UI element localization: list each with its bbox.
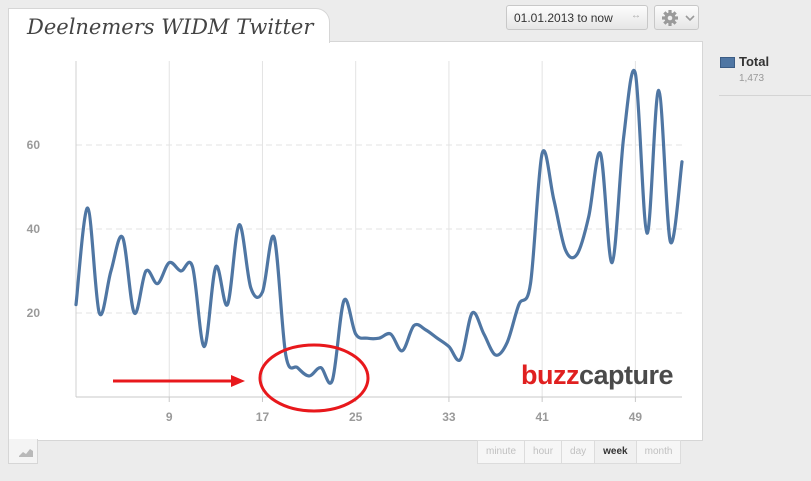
legend-swatch [720,57,735,68]
legend-series-count: 1,473 [739,73,765,84]
chevron-down-icon [685,15,695,22]
series-line-total [74,69,684,385]
period-selector: minute hour day week month [477,440,682,464]
period-button-day[interactable]: day [562,440,596,464]
logo-part-buzz: buzz [521,360,580,390]
x-tick-label: 33 [442,410,456,424]
period-button-month[interactable]: month [636,440,682,464]
x-tick-label: 49 [629,410,643,424]
annotation-circle [258,343,370,413]
y-tick-label: 40 [27,222,41,236]
chart-title: Deelnemers WIDM Twitter [27,15,314,39]
gear-icon [662,10,695,26]
period-button-hour[interactable]: hour [525,440,563,464]
x-tick-label: 25 [349,410,363,424]
x-tick-label: 17 [256,410,270,424]
period-button-minute[interactable]: minute [477,440,526,464]
y-tick-label: 20 [27,306,41,320]
date-range-label: 01.01.2013 to now [514,11,613,25]
settings-button[interactable] [654,5,699,30]
x-tick-label: 9 [166,410,173,424]
legend-series-name[interactable]: Total [739,54,770,69]
buzzcapture-logo: buzzcapture [521,360,674,391]
date-range-selector[interactable]: 01.01.2013 to now ↔ [506,5,648,30]
legend-divider [719,95,811,96]
chart-type-toggle[interactable] [8,439,38,464]
x-tick-label: 41 [535,410,549,424]
annotation-arrow-head [231,375,245,387]
area-chart-icon [19,449,33,457]
title-tab: Deelnemers WIDM Twitter [8,8,330,43]
y-tick-label: 60 [27,138,41,152]
logo-part-capture: capture [579,360,674,390]
period-button-week[interactable]: week [595,440,637,464]
date-range-arrows-icon: ↔ [631,10,641,21]
